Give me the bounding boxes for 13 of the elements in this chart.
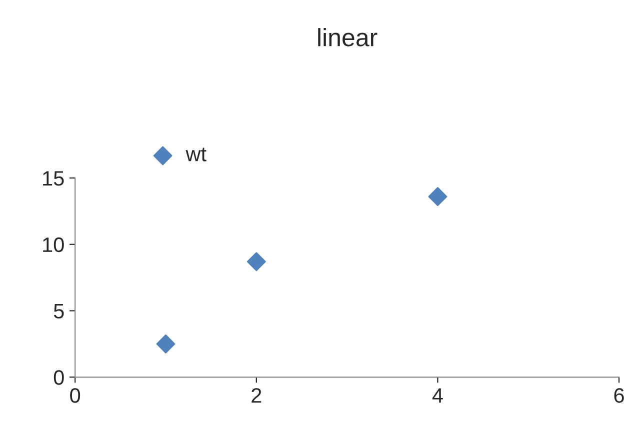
x-tick-label: 0 xyxy=(70,388,80,403)
y-tick-label: 0 xyxy=(54,370,64,385)
y-tick-label: 5 xyxy=(54,304,64,319)
chart-title: linear xyxy=(318,28,378,46)
legend-label: wt xyxy=(186,148,206,162)
x-tick-label: 6 xyxy=(614,388,624,403)
y-tick-label: 10 xyxy=(43,237,64,252)
y-tick-label: 15 xyxy=(43,171,64,186)
x-tick-label: 4 xyxy=(432,388,443,403)
x-tick-label: 2 xyxy=(252,388,262,403)
point xyxy=(246,252,266,272)
point xyxy=(428,187,448,206)
point xyxy=(156,334,176,354)
